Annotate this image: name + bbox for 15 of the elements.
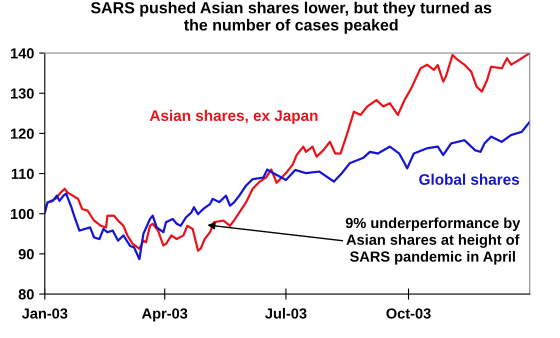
x-tick-label: Oct-03 (386, 308, 431, 319)
y-tick-label: 120 (10, 128, 34, 139)
y-tick-label: 90 (18, 248, 34, 260)
chart-title: SARS pushed Asian shares lower, but they turned as the number of cases peaked (90, 2, 492, 34)
x-tick-label: Jul-03 (265, 308, 306, 319)
y-tick-label: 80 (18, 289, 34, 300)
annotation: 9% underperformance by Asian shares at height of SARS pandemic in April (346, 217, 520, 265)
x-tick-label: Jan-03 (22, 308, 68, 319)
y-tick-label: 100 (10, 208, 34, 220)
y-tick-label: 110 (12, 168, 34, 179)
y-tick-label: 140 (10, 48, 34, 58)
y-tick-label: 130 (10, 88, 34, 99)
series-label: Asian shares, ex Japan (150, 110, 318, 124)
series-label: Global shares (419, 174, 520, 185)
x-tick-label: Apr-03 (142, 308, 188, 322)
